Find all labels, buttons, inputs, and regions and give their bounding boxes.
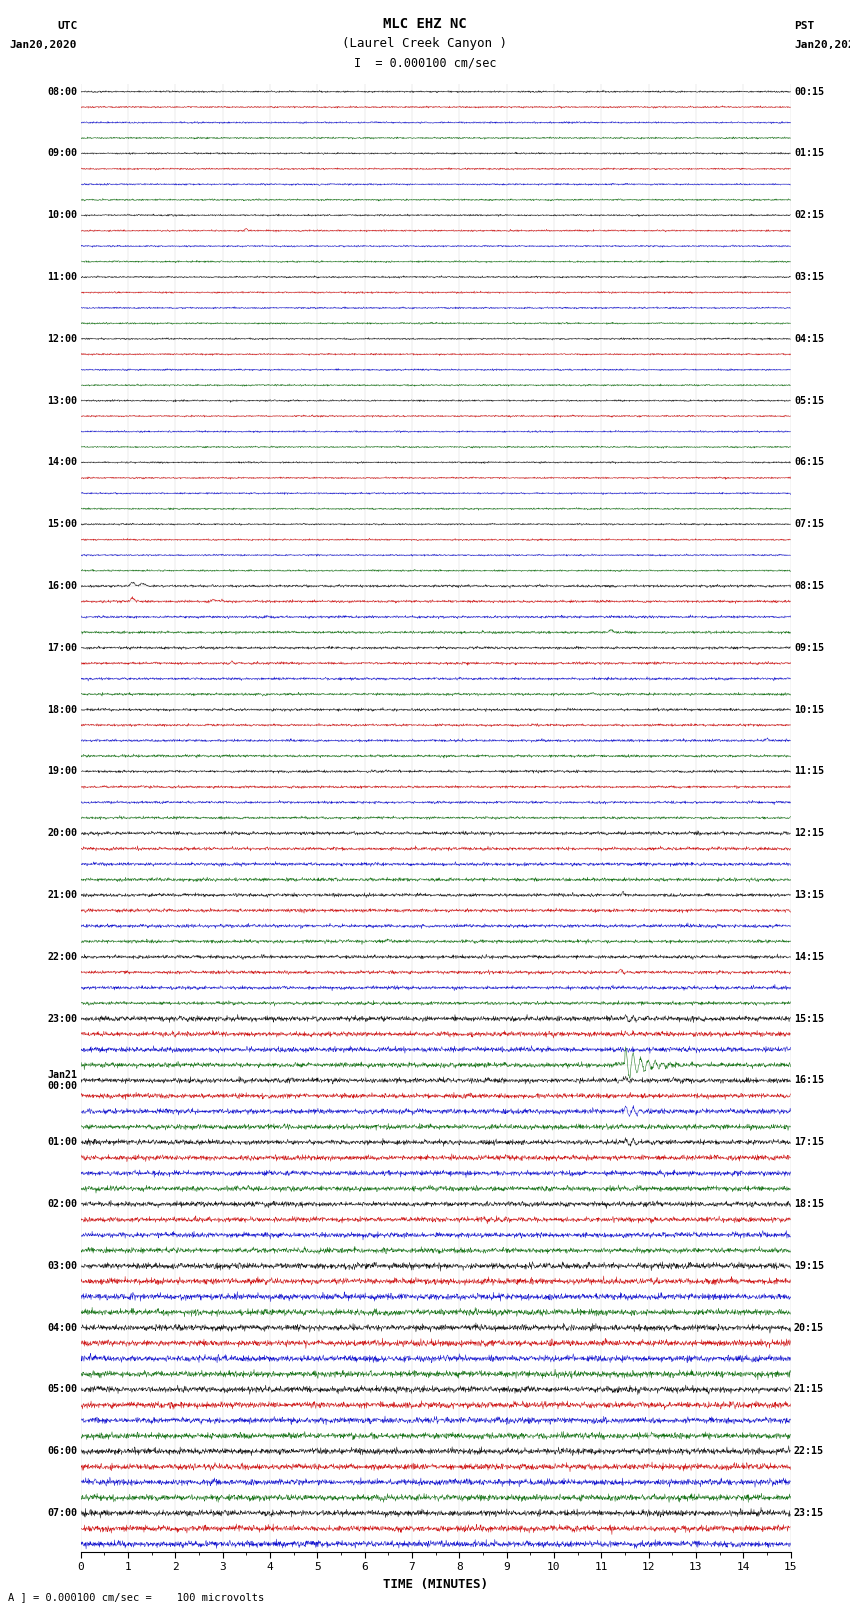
Text: Jan21
00:00: Jan21 00:00 [48, 1069, 77, 1092]
Text: 05:15: 05:15 [794, 395, 824, 405]
Text: 04:15: 04:15 [794, 334, 824, 344]
Text: 08:15: 08:15 [794, 581, 824, 590]
Text: 19:00: 19:00 [48, 766, 77, 776]
Text: (Laurel Creek Canyon ): (Laurel Creek Canyon ) [343, 37, 507, 50]
Text: 02:15: 02:15 [794, 210, 824, 221]
Text: 10:00: 10:00 [48, 210, 77, 221]
Text: 22:15: 22:15 [794, 1447, 824, 1457]
Text: 09:00: 09:00 [48, 148, 77, 158]
Text: 11:15: 11:15 [794, 766, 824, 776]
Text: 03:00: 03:00 [48, 1261, 77, 1271]
Text: PST: PST [794, 21, 814, 31]
Text: 13:00: 13:00 [48, 395, 77, 405]
Text: 01:00: 01:00 [48, 1137, 77, 1147]
Text: MLC EHZ NC: MLC EHZ NC [383, 16, 467, 31]
Text: 20:15: 20:15 [794, 1323, 824, 1332]
Text: 13:15: 13:15 [794, 890, 824, 900]
Text: 14:15: 14:15 [794, 952, 824, 961]
Text: UTC: UTC [57, 21, 77, 31]
Text: 11:00: 11:00 [48, 273, 77, 282]
Text: 06:00: 06:00 [48, 1447, 77, 1457]
Text: 18:15: 18:15 [794, 1198, 824, 1210]
Text: 21:15: 21:15 [794, 1384, 824, 1395]
Text: A ] = 0.000100 cm/sec =    100 microvolts: A ] = 0.000100 cm/sec = 100 microvolts [8, 1592, 264, 1602]
Text: 15:15: 15:15 [794, 1013, 824, 1024]
Text: 20:00: 20:00 [48, 827, 77, 839]
Text: Jan20,2020: Jan20,2020 [10, 40, 77, 50]
Text: 12:00: 12:00 [48, 334, 77, 344]
Text: 00:15: 00:15 [794, 87, 824, 97]
Text: 09:15: 09:15 [794, 644, 824, 653]
Text: 06:15: 06:15 [794, 458, 824, 468]
Text: 19:15: 19:15 [794, 1261, 824, 1271]
Text: I  = 0.000100 cm/sec: I = 0.000100 cm/sec [354, 56, 496, 69]
Text: 03:15: 03:15 [794, 273, 824, 282]
Text: 18:00: 18:00 [48, 705, 77, 715]
Text: 22:00: 22:00 [48, 952, 77, 961]
Text: 10:15: 10:15 [794, 705, 824, 715]
Text: 07:15: 07:15 [794, 519, 824, 529]
X-axis label: TIME (MINUTES): TIME (MINUTES) [383, 1578, 488, 1590]
Text: 05:00: 05:00 [48, 1384, 77, 1395]
Text: 01:15: 01:15 [794, 148, 824, 158]
Text: 07:00: 07:00 [48, 1508, 77, 1518]
Text: 16:00: 16:00 [48, 581, 77, 590]
Text: 12:15: 12:15 [794, 827, 824, 839]
Text: 17:15: 17:15 [794, 1137, 824, 1147]
Text: 14:00: 14:00 [48, 458, 77, 468]
Text: 17:00: 17:00 [48, 644, 77, 653]
Text: 15:00: 15:00 [48, 519, 77, 529]
Text: 04:00: 04:00 [48, 1323, 77, 1332]
Text: 23:15: 23:15 [794, 1508, 824, 1518]
Text: 08:00: 08:00 [48, 87, 77, 97]
Text: 02:00: 02:00 [48, 1198, 77, 1210]
Text: 23:00: 23:00 [48, 1013, 77, 1024]
Text: 16:15: 16:15 [794, 1076, 824, 1086]
Text: 21:00: 21:00 [48, 890, 77, 900]
Text: Jan20,2020: Jan20,2020 [794, 40, 850, 50]
